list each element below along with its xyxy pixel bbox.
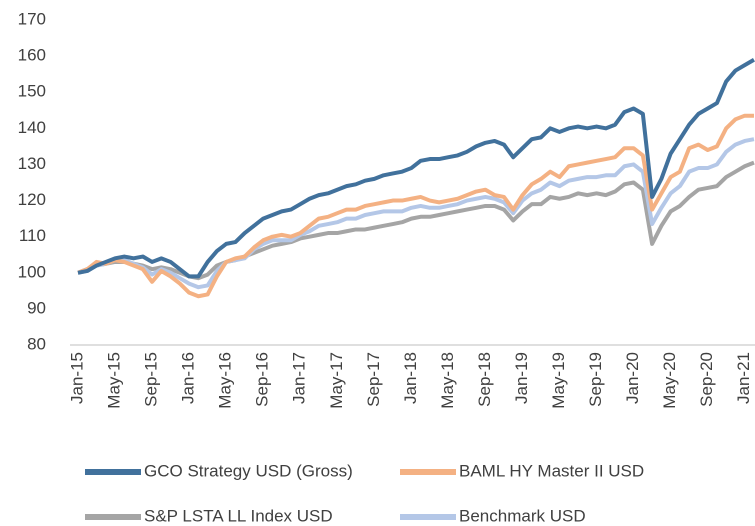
x-tick-label: Sep-18 [475, 352, 494, 407]
x-tick-label: Sep-17 [364, 352, 383, 407]
x-tick-label: Jan-15 [67, 352, 86, 404]
legend-label: Benchmark USD [459, 506, 586, 525]
x-tick-label: Sep-20 [697, 352, 716, 407]
series-line [77, 137, 755, 290]
y-tick-label: 150 [18, 82, 46, 101]
y-tick-label: 120 [18, 190, 46, 209]
legend-label: S&P LSTA LL Index USD [144, 506, 333, 525]
x-tick-label: Sep-15 [142, 352, 161, 407]
legend-label: BAML HY Master II USD [459, 461, 644, 480]
x-tick-label: Jan-20 [623, 352, 642, 404]
y-tick-label: 80 [27, 334, 46, 353]
y-tick-label: 170 [18, 9, 46, 28]
x-tick-label: Jan-21 [734, 352, 753, 404]
x-tick-label: May-17 [327, 352, 346, 409]
series-line [77, 57, 755, 279]
x-tick-label: Jan-18 [401, 352, 420, 404]
y-tick-label: 90 [27, 298, 46, 317]
x-tick-label: May-15 [105, 352, 124, 409]
x-tick-label: May-16 [216, 352, 235, 409]
x-tick-label: Jan-17 [290, 352, 309, 404]
x-tick-label: Jan-19 [512, 352, 531, 404]
x-tick-label: Sep-19 [586, 352, 605, 407]
legend-label: GCO Strategy USD (Gross) [144, 461, 353, 480]
y-tick-label: 160 [18, 46, 46, 65]
x-tick-label: Sep-16 [253, 352, 272, 407]
x-tick-label: Jan-16 [179, 352, 198, 404]
y-tick-label: 110 [19, 226, 46, 245]
y-tick-label: 140 [18, 118, 46, 137]
x-tick-label: May-20 [660, 352, 679, 409]
y-tick-label: 100 [18, 262, 46, 281]
y-tick-label: 130 [18, 154, 46, 173]
x-tick-label: May-18 [438, 352, 457, 409]
x-tick-label: May-19 [549, 352, 568, 409]
series-line [77, 113, 754, 299]
